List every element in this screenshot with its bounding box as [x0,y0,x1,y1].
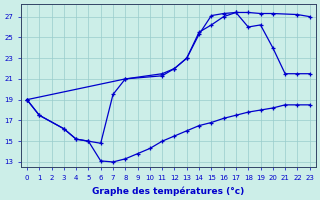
X-axis label: Graphe des températures (°c): Graphe des températures (°c) [92,186,244,196]
